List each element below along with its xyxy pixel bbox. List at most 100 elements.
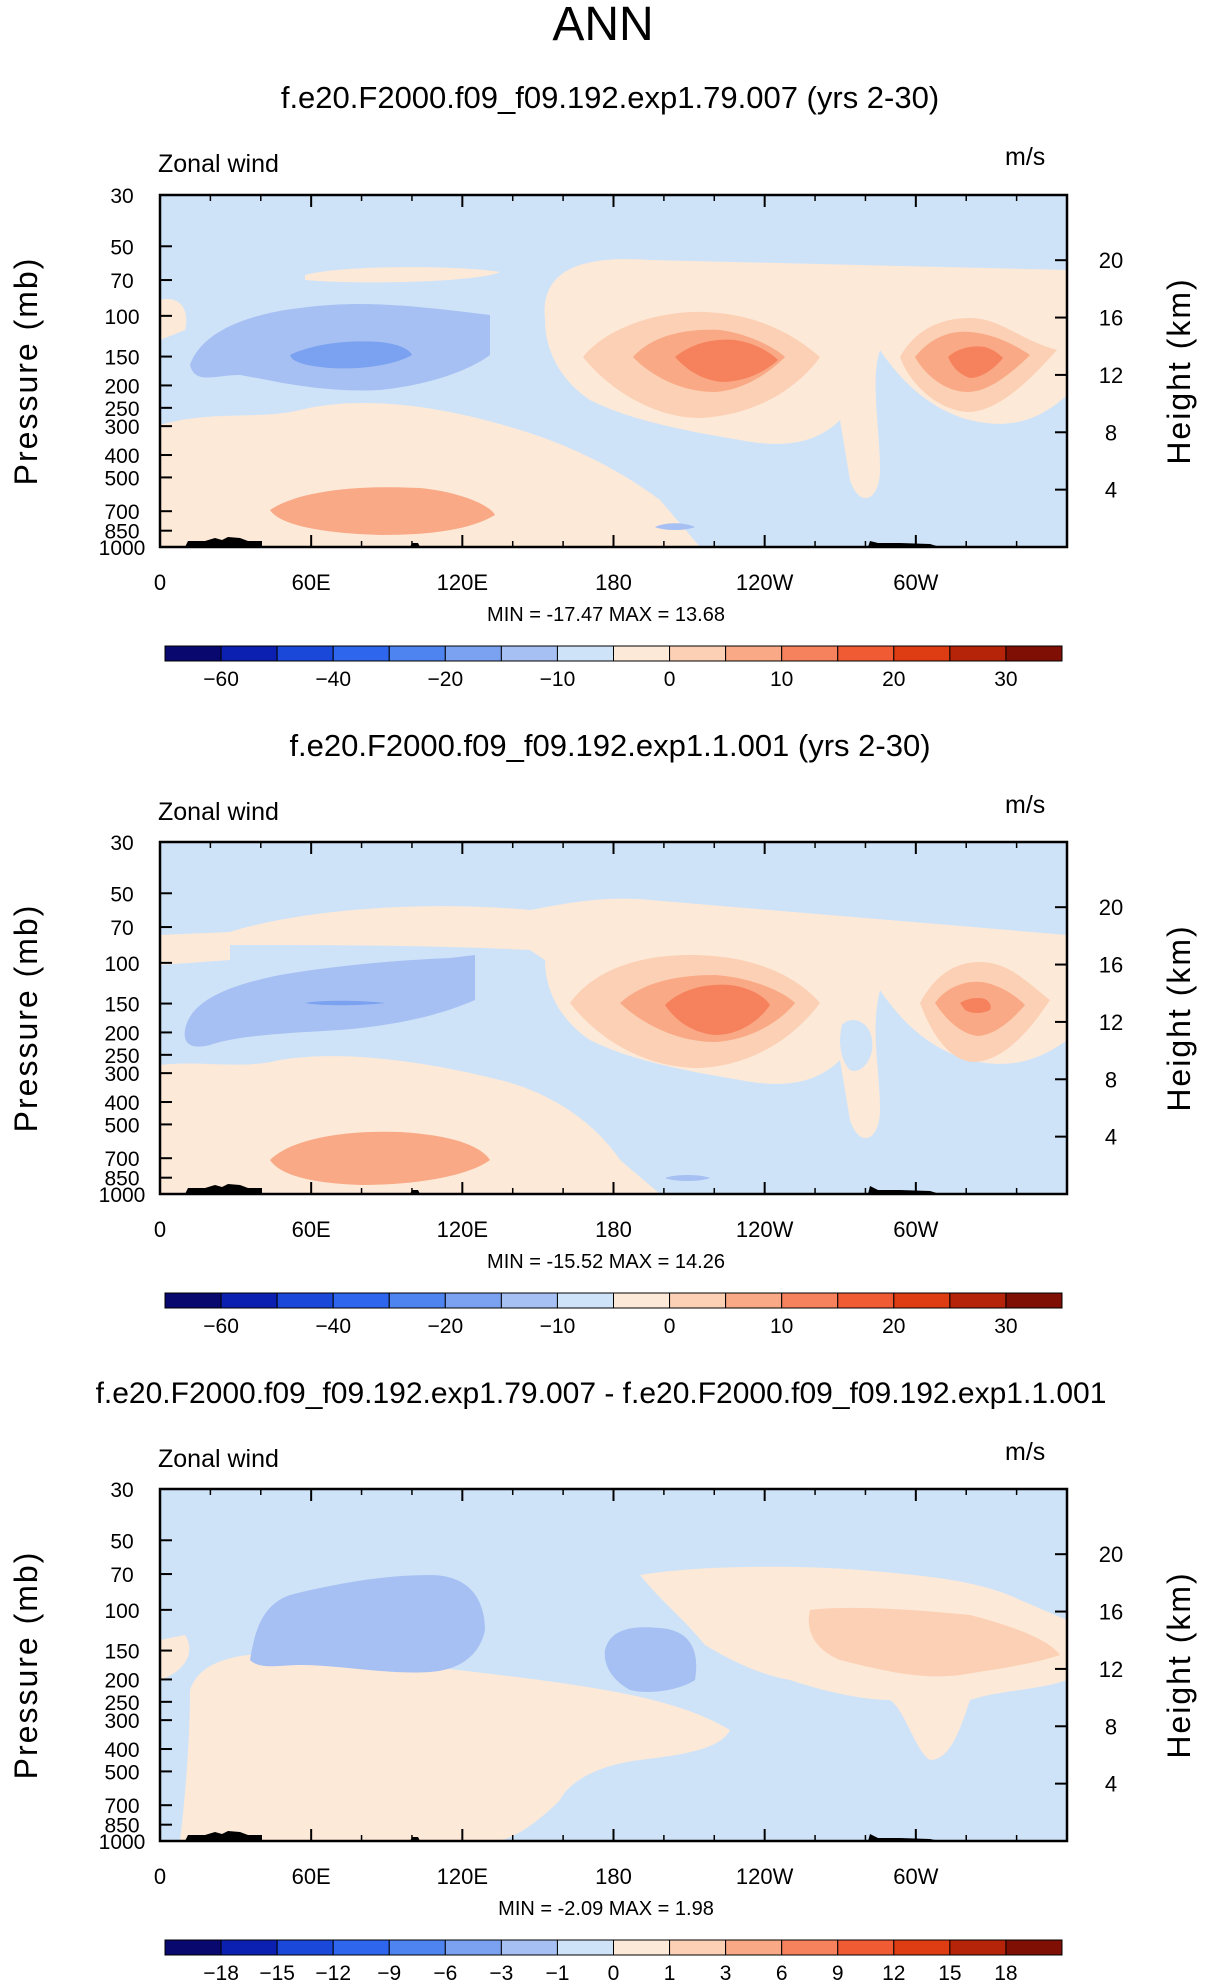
y-tick-label: 250: [104, 1692, 139, 1715]
x-tick-label: 180: [595, 1864, 632, 1889]
y-right-tick-label: 12: [1099, 363, 1123, 388]
y-tick-label: 30: [110, 832, 133, 855]
y-tick-label: 1000: [99, 537, 146, 560]
y-right-tick-label: 12: [1099, 1657, 1123, 1682]
colorbar-swatch: [613, 1292, 671, 1309]
contour-negative: [655, 523, 695, 530]
colorbar-swatch: [500, 1292, 558, 1309]
colorbar-swatch: [669, 1292, 727, 1309]
panel-title: f.e20.F2000.f09_f09.192.exp1.79.007 - f.…: [96, 1377, 1107, 1410]
y-tick-label: 1000: [99, 1184, 146, 1207]
y-tick-label: 400: [104, 445, 139, 468]
colorbar-label: −15: [259, 1962, 295, 1985]
x-tick-label: 180: [595, 1217, 632, 1242]
colorbar-label: −40: [315, 668, 351, 691]
colorbar-swatch: [556, 1939, 614, 1956]
panel-1: f.e20.F2000.f09_f09.192.exp1.79.007 (yrs…: [8, 80, 1197, 691]
y-tick-label: 400: [104, 1739, 139, 1762]
contour-positive: [160, 299, 187, 340]
y-tick-label: 50: [110, 883, 133, 906]
x-tick-label: 60W: [893, 1864, 938, 1889]
y-right-tick-label: 4: [1105, 1125, 1117, 1150]
contour-positive: [270, 487, 495, 535]
colorbar-swatch: [276, 1292, 334, 1309]
colorbar-label: −10: [540, 1315, 576, 1338]
colorbar-label: −60: [203, 668, 239, 691]
y-tick-label: 400: [104, 1092, 139, 1115]
y-axis-title: Pressure (mb): [8, 257, 44, 486]
y-right-axis-title: Height (km): [1161, 277, 1197, 464]
colorbar-label: 0: [608, 1962, 620, 1985]
y-right-tick-label: 16: [1099, 1600, 1123, 1625]
colorbar-swatch: [164, 1939, 222, 1956]
x-tick-label: 60E: [292, 1217, 331, 1242]
colorbar: −60 −40 −20 −10 0 10 20 30: [164, 645, 1063, 691]
y-tick-label: 70: [110, 917, 133, 940]
contour-field: [158, 1487, 1069, 1843]
y-tick-label: 300: [104, 1063, 139, 1086]
contour-negative: [184, 955, 475, 1047]
y-tick-label: 1000: [99, 1831, 146, 1854]
colorbar-swatch: [949, 645, 1007, 662]
x-tick-label: 0: [154, 1217, 166, 1242]
y-tick-label: 30: [110, 185, 133, 208]
colorbar-label: −3: [489, 1962, 513, 1985]
colorbar-swatch: [725, 1292, 783, 1309]
y-right-tick-label: 4: [1105, 478, 1117, 503]
colorbar-label: 10: [770, 1315, 793, 1338]
colorbar-label: −6: [433, 1962, 457, 1985]
colorbar-swatch: [837, 1292, 895, 1309]
y-tick-label: 500: [104, 467, 139, 490]
colorbar-swatch: [613, 645, 671, 662]
colorbar-swatch: [949, 1292, 1007, 1309]
colorbar-label: −12: [315, 1962, 351, 1985]
min-max-summary: MIN = -2.09 MAX = 1.98: [498, 1898, 714, 1920]
contour-positive: [180, 1653, 730, 1841]
y-tick-label: 150: [104, 994, 139, 1017]
y-tick-label: 50: [110, 1530, 133, 1553]
colorbar-swatch: [444, 645, 502, 662]
y-tick-label: 200: [104, 1669, 139, 1692]
x-tick-label: 60E: [292, 1864, 331, 1889]
colorbar: −18 −15 −12 −9 −6 −3 −1 0 1 3 6 9 12 15 18: [164, 1939, 1063, 1985]
contour-negative: [305, 1000, 385, 1006]
contour-negative: [290, 341, 412, 369]
colorbar-swatch: [893, 645, 951, 662]
colorbar-label: 0: [664, 668, 676, 691]
y-right-tick-label: 8: [1105, 1067, 1117, 1092]
contour-positive: [675, 339, 778, 382]
panel-variable-label: Zonal wind: [158, 798, 279, 826]
x-tick-label: 120W: [736, 570, 794, 595]
contour-positive: [948, 346, 1003, 378]
min-max-summary: MIN = -15.52 MAX = 14.26: [487, 1251, 725, 1273]
colorbar-label: 20: [882, 1315, 905, 1338]
contour-negative: [604, 1627, 697, 1692]
colorbar-swatch: [332, 1939, 390, 1956]
y-right-axis-title: Height (km): [1161, 924, 1197, 1111]
x-tick-label: 120W: [736, 1864, 794, 1889]
colorbar-swatch: [613, 1939, 671, 1956]
colorbar-swatch: [837, 1939, 895, 1956]
y-tick-label: 200: [104, 1022, 139, 1045]
y-right-tick-label: 20: [1099, 895, 1123, 920]
colorbar-swatch: [332, 1292, 390, 1309]
colorbar-swatch: [556, 645, 614, 662]
colorbar-swatch: [725, 1939, 783, 1956]
contour-positive: [305, 267, 500, 283]
colorbar-label: −40: [315, 1315, 351, 1338]
y-right-tick-label: 8: [1105, 420, 1117, 445]
y-tick-label: 100: [104, 306, 139, 329]
x-tick-label: 120E: [437, 1217, 488, 1242]
y-tick-label: 850: [104, 1168, 139, 1191]
colorbar-label: −20: [428, 668, 464, 691]
x-tick-label: 120E: [437, 1864, 488, 1889]
colorbar-label: −20: [428, 1315, 464, 1338]
panel-title: f.e20.F2000.f09_f09.192.exp1.79.007 (yrs…: [281, 80, 939, 115]
colorbar-label: −9: [377, 1962, 401, 1985]
panel-title: f.e20.F2000.f09_f09.192.exp1.1.001 (yrs …: [289, 728, 930, 763]
contour-negative: [665, 1175, 710, 1181]
x-tick-label: 120W: [736, 1217, 794, 1242]
